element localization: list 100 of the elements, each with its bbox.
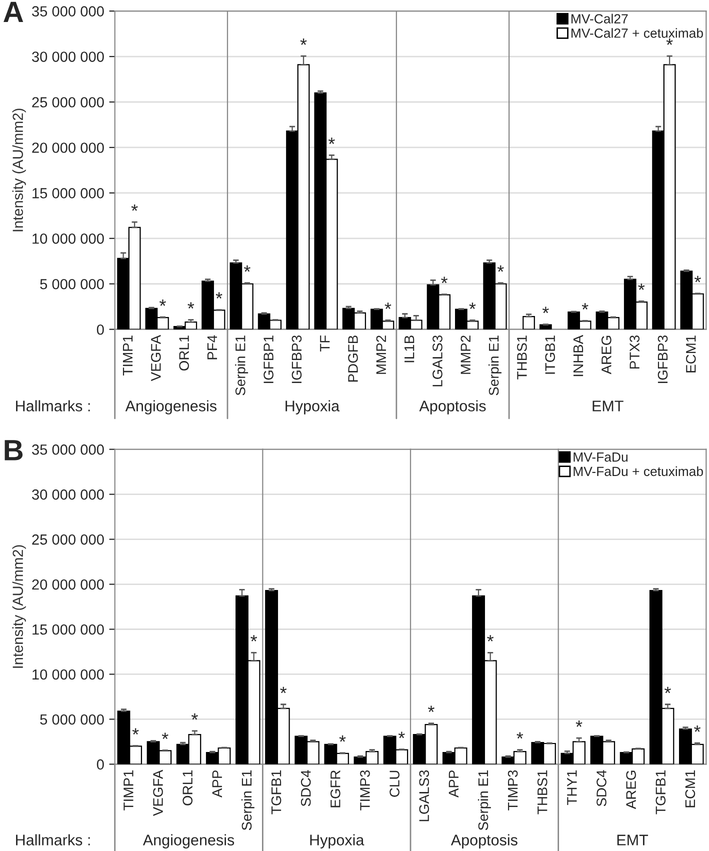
data-label: *: [244, 265, 250, 272]
x-tick-label: TGFB1: [271, 770, 282, 814]
x-tick-label: IGFBP3: [658, 336, 668, 384]
x-axis-title: Hypoxia: [286, 400, 340, 414]
y-tick-label: 15 000 000: [32, 624, 104, 635]
x-tick-label: IL1B: [404, 336, 414, 362]
x-tick-label: MMP2: [460, 336, 470, 374]
x-tick-label: PTX3: [630, 336, 640, 368]
x-axis-title: Angiogenesis: [125, 400, 216, 414]
legend-label: MV-FaDu: [574, 452, 628, 462]
x-axis-title: Hypoxia: [310, 834, 364, 848]
x-tick-label: TF: [320, 335, 330, 352]
data-label: *: [576, 720, 582, 727]
x-tick-label: ORL1: [182, 770, 192, 806]
y-tick-label: 10 000 000: [32, 669, 104, 680]
data-label: *: [328, 138, 335, 144]
x-tick-label: Serpin E1: [241, 770, 254, 830]
y-tick-label: 0: [96, 759, 104, 770]
y-tick-label: 30 000 000: [32, 489, 104, 500]
x-tick-label: THBS1: [537, 770, 548, 814]
x-tick-label: ECM1: [686, 336, 696, 372]
x-tick-label: ITGB1: [545, 336, 556, 374]
y-tick-label: 5 000 000: [40, 714, 104, 725]
x-tick-label: THY1: [567, 770, 577, 805]
x-tick-label: APP: [448, 770, 458, 798]
x-tick-label: TGFB1: [656, 770, 666, 814]
data-label: *: [516, 732, 524, 739]
x-tick-label: VEGFA: [153, 770, 163, 816]
x-tick-label: INHBA: [573, 334, 584, 376]
data-label: *: [582, 303, 588, 310]
y-tick-label: 30 000 000: [32, 52, 104, 62]
data-label: *: [428, 706, 434, 712]
x-tick-label: PDGFB: [348, 336, 358, 382]
y-tick-label: 20 000 000: [32, 579, 104, 590]
data-label: *: [441, 276, 448, 284]
x-tick-label: TIMP1: [122, 336, 133, 376]
data-label: *: [300, 38, 307, 45]
x-tick-label: Serpin E1: [488, 336, 502, 396]
y-tick-label: 20 000 000: [32, 142, 104, 153]
data-label: *: [160, 300, 166, 306]
x-tick-label: APP: [212, 770, 222, 798]
data-label: *: [694, 276, 701, 282]
x-tick-label: THBS1: [517, 336, 527, 380]
y-axis-title: Intensity (AU/mm2): [12, 545, 26, 668]
x-tick-label: PF4: [207, 335, 217, 360]
x-axis-title: Apoptosis: [450, 834, 518, 848]
y-tick-label: 0: [96, 324, 104, 335]
x-tick-label: LGALS3: [419, 770, 430, 822]
x-axis-title: EMT: [592, 400, 624, 412]
x-tick-label: VEGFA: [150, 334, 161, 382]
legend-label: MV-Cal27: [572, 14, 628, 24]
data-label: *: [191, 713, 198, 720]
x-tick-label: AREG: [626, 770, 636, 810]
bar: [539, 324, 552, 330]
data-label: *: [497, 265, 504, 272]
data-label: *: [188, 302, 194, 309]
data-label: *: [542, 306, 549, 314]
x-axis-title: EMT: [617, 834, 648, 846]
y-tick-label: 35 000 000: [32, 444, 104, 455]
data-label: *: [280, 686, 287, 694]
data-label: *: [694, 726, 701, 732]
x-tick-label: CLU: [390, 770, 400, 797]
data-label: *: [384, 302, 392, 310]
data-label: *: [131, 204, 138, 211]
x-tick-label: IGFBP3: [292, 336, 302, 384]
chart-title: B: [4, 440, 23, 460]
y-tick-label: 25 000 000: [32, 534, 104, 545]
x-tick-label: LGALS3: [432, 336, 442, 386]
x-tick-label: TIMP3: [508, 770, 518, 810]
x-tick-label: AREG: [602, 336, 612, 374]
legend-label: MV-FaDu + cetuximab: [574, 466, 703, 476]
x-axis-title: Angiogenesis: [142, 834, 234, 848]
x-tick-label: SDC4: [300, 770, 311, 806]
x-tick-label: MMP2: [376, 336, 386, 374]
y-tick-label: 10 000 000: [32, 234, 104, 244]
data-label: *: [469, 302, 476, 310]
bar: [522, 316, 535, 330]
data-label: *: [216, 292, 222, 299]
text: Hallmarks :: [16, 834, 90, 846]
x-tick-label: Serpin E1: [478, 770, 491, 830]
data-label: *: [250, 635, 258, 642]
data-label: *: [638, 284, 645, 290]
x-tick-label: TIMP3: [360, 770, 370, 810]
data-label: *: [398, 732, 405, 738]
chart-title: A: [4, 2, 24, 22]
x-axis-title: Apoptosis: [419, 400, 486, 414]
data-label: *: [666, 38, 673, 45]
y-tick-label: 5 000 000: [40, 278, 104, 290]
x-tick-label: Serpin E1: [235, 336, 248, 396]
data-label: *: [162, 732, 168, 740]
text: Hallmarks :: [16, 400, 90, 412]
x-tick-label: ORL1: [179, 336, 189, 371]
x-tick-label: SDC4: [596, 770, 606, 806]
x-tick-label: EGFR: [330, 770, 340, 808]
data-label: *: [487, 635, 494, 642]
y-tick-label: 15 000 000: [32, 188, 104, 198]
y-tick-label: 25 000 000: [32, 97, 104, 108]
x-tick-label: TIMP1: [124, 770, 134, 810]
data-label: *: [339, 735, 346, 742]
y-axis-title: Intensity (AU/mm2): [12, 108, 26, 232]
